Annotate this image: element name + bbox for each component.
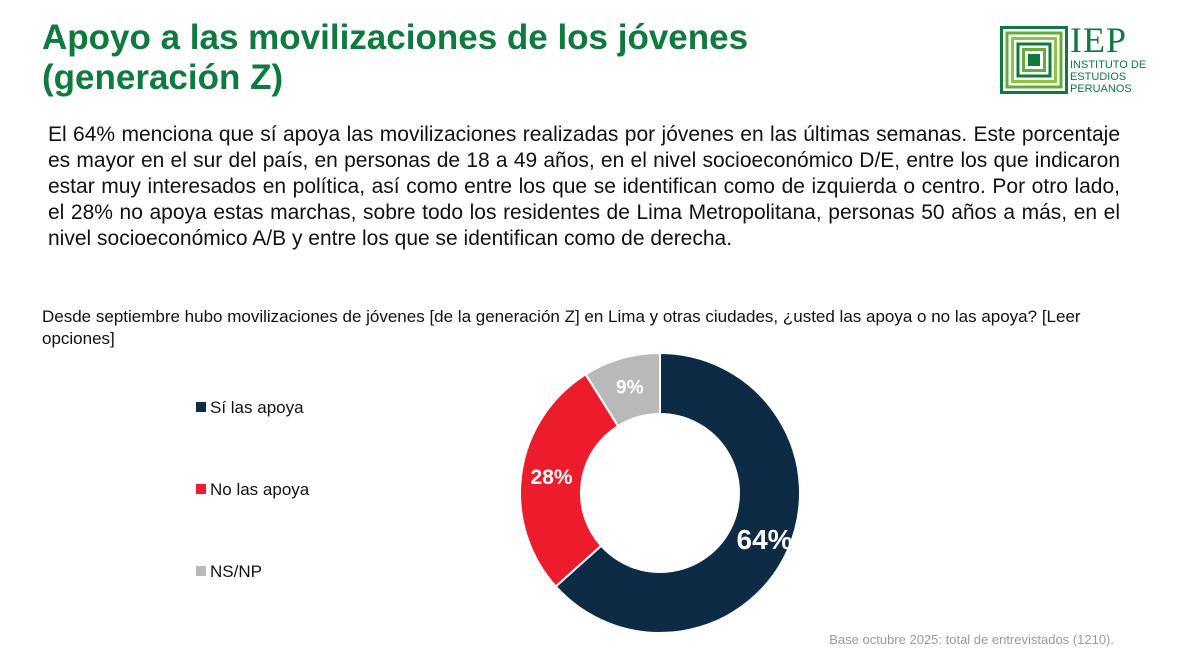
- legend-swatch-si: [196, 402, 206, 412]
- legend-item-si: Sí las apoya: [196, 398, 304, 418]
- donut-slice-nsnp: [584, 351, 661, 428]
- legend-item-nsnp: NS/NP: [196, 562, 262, 582]
- survey-question: Desde septiembre hubo movilizaciones de …: [42, 307, 1081, 348]
- legend-label-si: Sí las apoya: [210, 398, 304, 417]
- title-line-1: Apoyo a las movilizaciones de los jóvene…: [42, 18, 749, 57]
- logo-name: INSTITUTO DE ESTUDIOS PERUANOS: [1070, 59, 1147, 95]
- iep-logo-mark-icon: [1000, 26, 1068, 94]
- title-line-2: (generación Z): [42, 58, 284, 97]
- iep-logo: IEP INSTITUTO DE ESTUDIOS PERUANOS: [1000, 22, 1170, 96]
- summary-paragraph: El 64% menciona que sí apoya las moviliz…: [48, 123, 1120, 250]
- donut-slice-no: [519, 372, 620, 588]
- legend-label-no: No las apoya: [210, 480, 310, 499]
- legend-label-nsnp: NS/NP: [210, 562, 262, 581]
- page-title: Apoyo a las movilizaciones de los jóvene…: [42, 18, 802, 98]
- donut-chart: 64% 28% 9%: [519, 351, 801, 634]
- legend-item-no: No las apoya: [196, 480, 309, 500]
- donut-slice-si: [554, 351, 801, 634]
- slice-label-nsnp: 9%: [616, 377, 644, 398]
- slice-label-si: 64%: [737, 524, 793, 555]
- logo-abbreviation: IEP: [1070, 20, 1127, 60]
- legend-swatch-nsnp: [196, 566, 206, 576]
- legend-swatch-no: [196, 484, 206, 494]
- base-footnote: Base octubre 2025: total de entrevistado…: [829, 632, 1114, 647]
- slice-label-no: 28%: [531, 466, 573, 489]
